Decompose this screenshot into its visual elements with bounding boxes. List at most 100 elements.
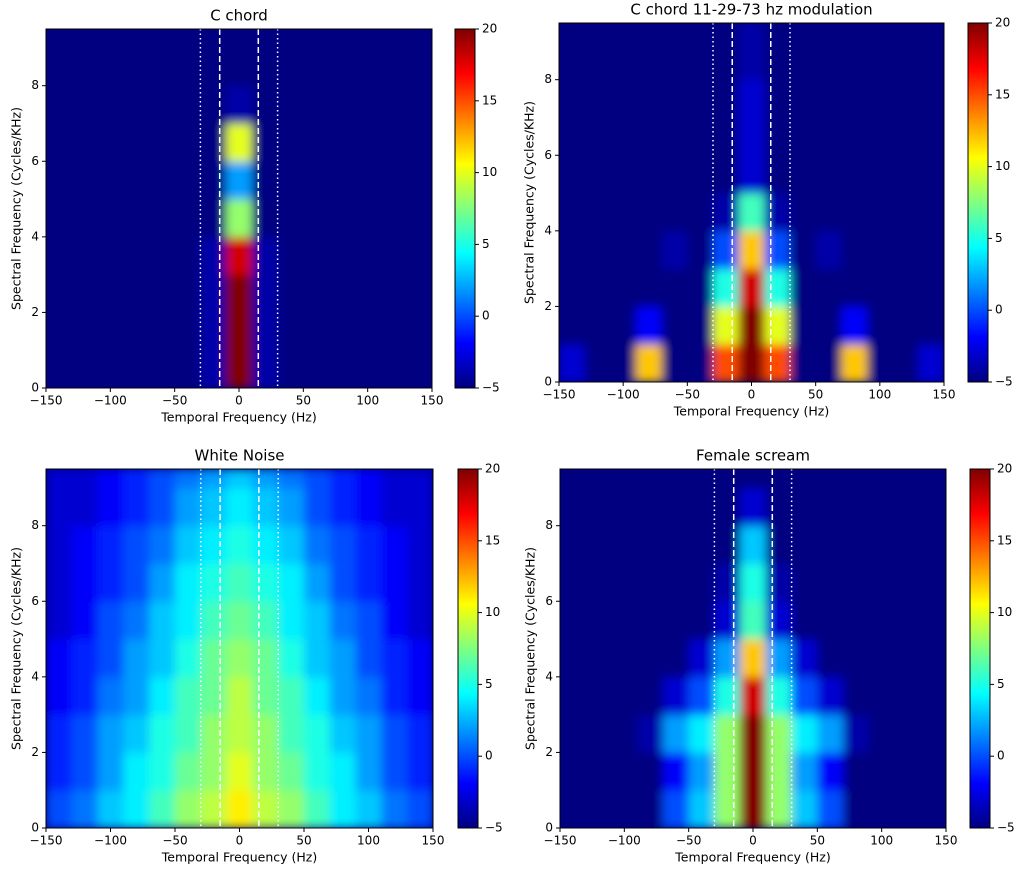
heatmap-cell — [611, 676, 638, 716]
heatmap-cell — [636, 193, 663, 232]
heatmap-cell — [123, 123, 150, 162]
heatmap-cell — [407, 601, 433, 640]
heatmap-cell — [894, 752, 921, 791]
heatmap-cell — [662, 752, 690, 791]
heatmap-cell — [584, 79, 611, 118]
heatmap-cell — [329, 790, 357, 828]
heatmap-cell — [200, 161, 227, 200]
heatmap-cell — [791, 563, 818, 602]
heatmap-cell — [71, 199, 98, 238]
heatmap-cell — [841, 79, 868, 118]
heatmap-cell — [123, 236, 150, 276]
heatmap-cell — [817, 525, 844, 564]
heatmap-cell — [918, 268, 944, 307]
chart-title: C chord — [210, 7, 268, 25]
heatmap-cell — [329, 714, 357, 753]
heatmap-cell — [226, 350, 253, 388]
heatmap-cell — [791, 639, 818, 678]
heatmap-cell — [277, 47, 304, 87]
heatmap-cell — [688, 714, 715, 753]
heatmap-cell — [738, 230, 765, 270]
x-tick-label: 100 — [868, 388, 891, 402]
heatmap-cell — [46, 350, 73, 388]
heatmap-cell — [714, 601, 741, 640]
colorbar-tick-label: 15 — [485, 533, 500, 547]
heatmap-cell — [687, 268, 714, 307]
heatmap-cell — [200, 47, 227, 87]
x-tick-label: 150 — [422, 834, 445, 848]
heatmap-cell — [661, 117, 688, 156]
heatmap-cell — [611, 752, 638, 791]
heatmap-cell — [329, 601, 357, 640]
heatmap-cell — [407, 790, 433, 828]
heatmap-cell — [688, 601, 715, 640]
heatmap-cell — [841, 193, 868, 232]
heatmap-cell — [200, 601, 228, 640]
heatmap-cell — [815, 306, 842, 345]
heatmap-cell — [661, 268, 688, 307]
heatmap-cell — [765, 676, 793, 716]
heatmap-cell — [867, 193, 894, 232]
colorbar-tick-label: 20 — [482, 22, 497, 36]
heatmap-cell — [97, 350, 124, 388]
heatmap-cell — [406, 274, 432, 313]
heatmap-cell — [662, 487, 690, 527]
heatmap-cell — [226, 274, 253, 313]
colorbar-tick-label: 5 — [482, 237, 490, 251]
heatmap-cell — [71, 676, 99, 716]
heatmap-cell — [867, 344, 894, 382]
colorbar-tick-label: 10 — [997, 605, 1012, 619]
heatmap-cell — [662, 469, 690, 489]
heatmap-cell — [46, 714, 73, 753]
x-tick-label: −100 — [607, 388, 640, 402]
heatmap-cell — [714, 525, 741, 564]
heatmap-cell — [200, 469, 228, 489]
heatmap-cell — [226, 161, 253, 200]
heatmap-cell — [278, 563, 305, 602]
heatmap-cell — [559, 268, 586, 307]
heatmap-cell — [790, 268, 817, 307]
heatmap-cell — [329, 236, 356, 276]
colorbar-tick-label: −5 — [997, 821, 1015, 835]
heatmap-cell — [354, 199, 382, 238]
heatmap-cell — [688, 469, 715, 489]
y-tick-label: 2 — [31, 305, 39, 319]
heatmap-cell — [765, 601, 793, 640]
heatmap-cell — [611, 525, 638, 564]
x-tick-label: 150 — [935, 834, 958, 848]
heatmap-cell — [584, 344, 611, 382]
colorbar-tick-label: 0 — [485, 749, 493, 763]
heatmap-cell — [713, 117, 740, 156]
heatmap-cell — [149, 601, 176, 640]
colorbar-tick-label: 10 — [482, 165, 497, 179]
heatmap-cell — [406, 236, 432, 276]
heatmap-cell — [584, 155, 611, 194]
y-tick-label: 4 — [545, 669, 553, 683]
heatmap-cell — [790, 23, 817, 43]
heatmap-cell — [841, 41, 868, 81]
heatmap-cell — [791, 487, 818, 527]
heatmap-cell — [765, 752, 793, 791]
heatmap-cell — [252, 469, 279, 489]
heatmap-cell — [764, 117, 791, 156]
heatmap-cell — [46, 752, 73, 791]
colorbar — [454, 28, 476, 389]
heatmap-cell — [407, 563, 433, 602]
heatmap-cell — [918, 117, 944, 156]
heatmap-cell — [714, 487, 741, 527]
heatmap-cell — [252, 563, 279, 602]
heatmap-cell — [815, 230, 842, 270]
heatmap-cell — [585, 676, 612, 716]
heatmap-cell — [637, 714, 664, 753]
x-axis-label: Temporal Frequency (Hz) — [673, 404, 829, 419]
heatmap-cell — [380, 236, 407, 276]
colorbar-tick-label: 10 — [485, 605, 500, 619]
heatmap-cell — [584, 117, 611, 156]
heatmap-cell — [71, 639, 99, 678]
heatmap-cell — [738, 155, 765, 194]
heatmap-cell — [894, 790, 921, 828]
plot-area — [46, 469, 433, 828]
heatmap-cell — [815, 193, 842, 232]
heatmap-cell — [920, 601, 946, 640]
